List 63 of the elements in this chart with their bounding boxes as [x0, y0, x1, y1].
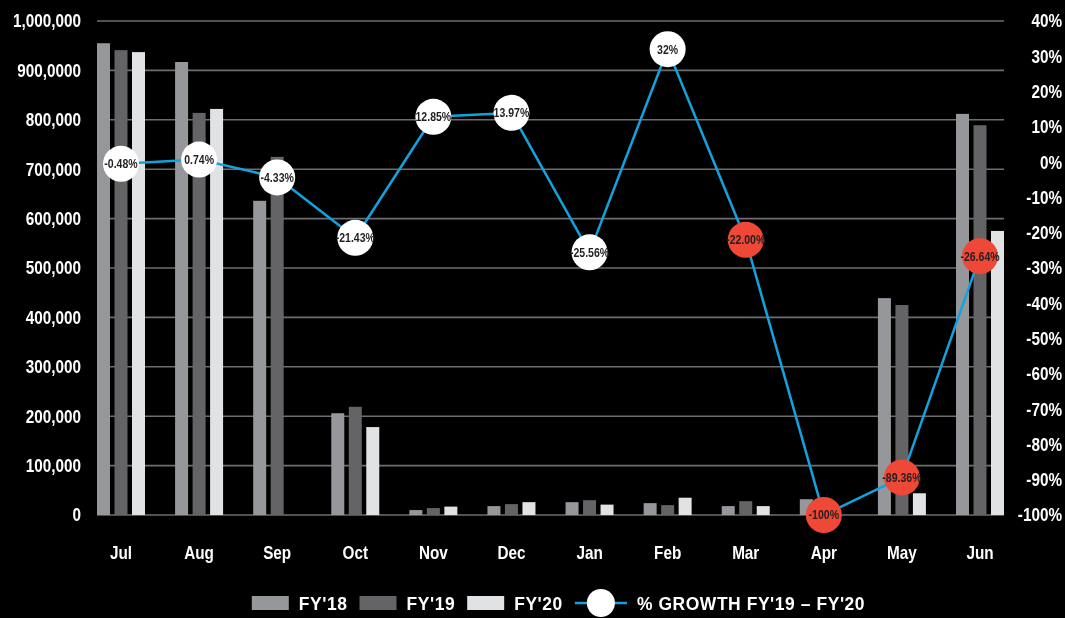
- y-tick-label: 300,000: [25, 356, 81, 378]
- y2-tick-label: 0%: [1039, 151, 1063, 173]
- data-label: 32%: [657, 41, 679, 58]
- y2-tick-label: -80%: [1026, 434, 1063, 455]
- bar: [721, 506, 735, 515]
- y-tick-label: 600,000: [25, 208, 81, 229]
- x-tick-label: Apr: [810, 542, 838, 564]
- x-tick-label: Aug: [184, 542, 214, 564]
- y-tick-label: 1,000,000: [12, 10, 81, 32]
- y2-tick-label: -40%: [1026, 293, 1063, 314]
- bar: [912, 493, 926, 515]
- data-label: 0.74%: [184, 151, 215, 168]
- y2-tick-label: 20%: [1031, 81, 1063, 102]
- bar: [409, 510, 423, 515]
- y2-tick-label: -20%: [1026, 222, 1063, 243]
- y2-tick-label: -60%: [1026, 363, 1063, 385]
- y-tick-label: 800,000: [25, 109, 81, 131]
- data-label: -100%: [808, 507, 840, 523]
- bar: [331, 413, 345, 515]
- y2-tick-label: -50%: [1026, 328, 1063, 349]
- y-tick-label: 900,0000: [17, 60, 81, 81]
- bar: [565, 502, 579, 515]
- y-tick-label: 100,000: [25, 455, 81, 476]
- legend-label: FY'19: [406, 592, 456, 614]
- y2-tick-label: -10%: [1026, 187, 1063, 208]
- bar: [643, 503, 657, 515]
- y2-tick-label: -70%: [1026, 398, 1063, 420]
- x-tick-label: Jan: [576, 542, 603, 564]
- y2-tick-label: 40%: [1031, 10, 1063, 32]
- legend-label: FY'18: [298, 592, 348, 614]
- bar: [366, 427, 380, 515]
- x-tick-label: Jun: [966, 542, 994, 564]
- data-label: 12.85%: [415, 108, 452, 125]
- x-tick-label: Sep: [263, 542, 292, 564]
- bar: [600, 504, 614, 515]
- x-tick-label: Jul: [109, 542, 133, 564]
- x-tick-label: Feb: [654, 542, 682, 564]
- y-tick-label: 200,000: [25, 405, 81, 427]
- x-tick-label: Dec: [497, 542, 526, 564]
- x-tick-label: Oct: [342, 542, 369, 564]
- bar: [444, 506, 458, 515]
- y2-tick-label: 10%: [1031, 116, 1063, 138]
- data-label: 13.97%: [493, 105, 530, 121]
- y-tick-label: 700,000: [25, 158, 81, 180]
- y2-tick-label: -100%: [1017, 504, 1063, 526]
- y-tick-label: 500,000: [25, 257, 81, 279]
- data-label: -4.33%: [260, 169, 295, 186]
- legend-label: % GROWTH FY'19 – FY'20: [636, 592, 866, 614]
- x-tick-label: Mar: [732, 542, 760, 564]
- data-label: -0.48%: [104, 156, 138, 172]
- y2-tick-label: -30%: [1026, 257, 1063, 279]
- y-tick-label: 0: [72, 504, 81, 526]
- x-tick-label: May: [887, 542, 918, 564]
- y2-tick-label: 30%: [1031, 46, 1063, 67]
- bar: [487, 506, 501, 515]
- y-tick-label: 400,000: [25, 307, 81, 328]
- bar: [756, 506, 770, 515]
- bar: [678, 497, 692, 515]
- y2-tick-label: -90%: [1026, 469, 1063, 490]
- bar: [522, 502, 536, 515]
- x-tick-label: Nov: [418, 542, 449, 564]
- legend-label: FY'20: [514, 592, 563, 614]
- bar: [253, 200, 267, 515]
